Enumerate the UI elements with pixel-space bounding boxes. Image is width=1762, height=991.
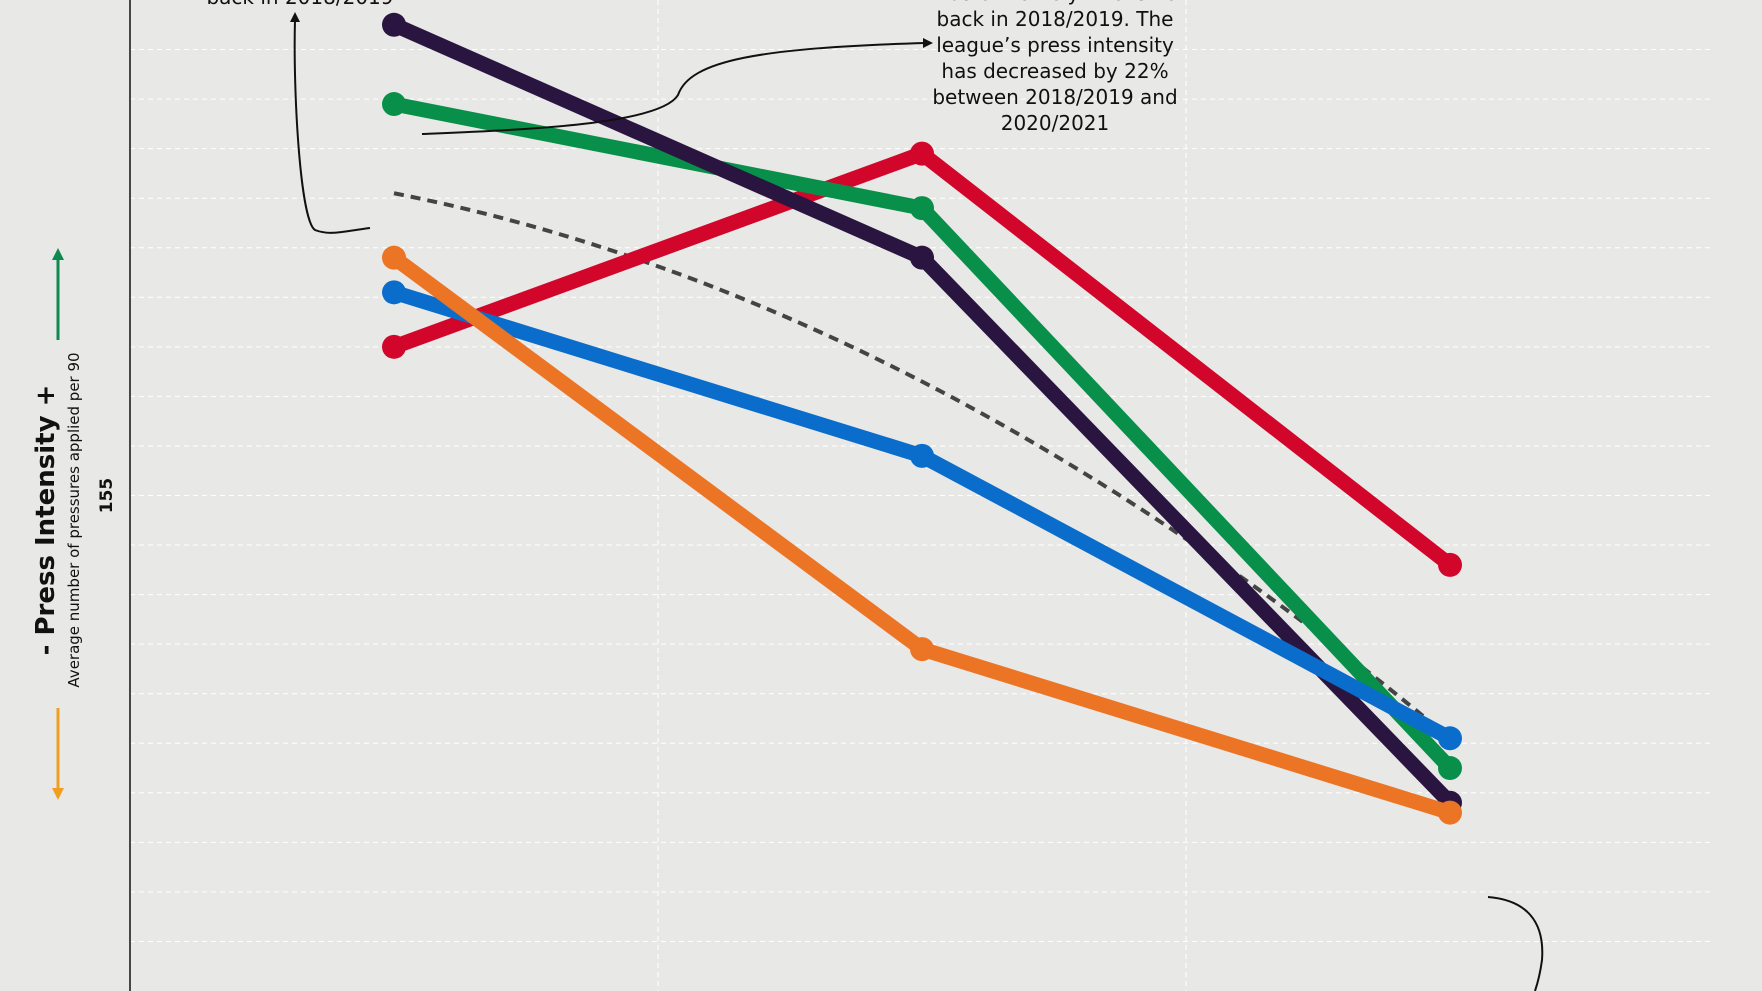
annotation-connector-top: [421, 42, 926, 135]
annotation-connector-left: [293, 19, 371, 234]
annotation-top-center: was extremely intensive back in 2018/201…: [932, 0, 1178, 135]
arrow-up-icon: [52, 248, 64, 260]
series-point-dark-purple: [382, 12, 406, 37]
series-point-red: [910, 141, 934, 166]
arrow-down-icon: [52, 788, 64, 800]
series-point-orange: [910, 637, 934, 662]
series-point-orange: [1438, 800, 1462, 825]
series-line-blue: [386, 284, 1458, 746]
series-point-orange: [382, 245, 406, 270]
series-point-blue: [382, 280, 406, 305]
series-point-green: [1438, 756, 1462, 781]
y-axis-title: - Press Intensity +: [31, 384, 61, 656]
y-tick-label: 155: [97, 478, 117, 514]
annotation-connector-bottom-right: [1487, 896, 1544, 991]
series-point-red: [1438, 552, 1462, 577]
series-point-green: [910, 196, 934, 221]
series-point-dark-purple: [910, 245, 934, 270]
arrowhead-up-icon: [290, 12, 300, 22]
annotation-top-left: back in 2018/2019: [200, 0, 400, 10]
series-point-blue: [910, 443, 934, 468]
trend-line-league-average: [393, 191, 1452, 740]
annotation-connectors: [52, 12, 1544, 991]
series-point-blue: [1438, 726, 1462, 751]
series-layer: [382, 12, 1462, 825]
y-ticks: 155: [97, 478, 117, 514]
arrowhead-right-icon: [923, 38, 933, 48]
series-point-red: [382, 334, 406, 359]
y-axis-subtitle: Average number of pressures applied per …: [65, 352, 83, 688]
trend-layer: [393, 191, 1452, 740]
series-point-green: [382, 92, 406, 117]
